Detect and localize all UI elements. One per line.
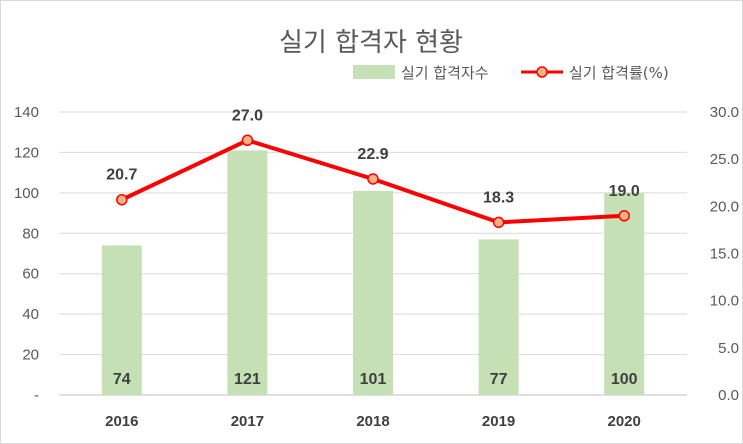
- line-data-label: 18.3: [483, 189, 514, 206]
- x-axis-tick: 2016: [105, 413, 138, 430]
- legend-swatch-bar: [353, 65, 395, 79]
- line-data-label: 27.0: [232, 107, 263, 124]
- legend: 실기 합격자수 실기 합격률(%): [353, 64, 669, 82]
- left-axis-tick: -: [34, 387, 39, 404]
- left-axis-tick: 40: [22, 306, 39, 323]
- left-axis-tick: 100: [14, 185, 39, 202]
- right-axis-tick: 5.0: [718, 340, 739, 357]
- left-axis-ticks: - 20 40 60 80 100 120 140: [14, 104, 39, 404]
- bar: [604, 192, 645, 395]
- line-point: [116, 193, 128, 206]
- x-axis-tick: 2019: [482, 413, 515, 430]
- right-axis-tick: 15.0: [710, 246, 739, 263]
- bar-data-label: 100: [611, 371, 638, 388]
- line-point: [241, 134, 254, 147]
- left-axis-tick: 80: [22, 225, 39, 242]
- line-point: [492, 216, 505, 229]
- right-axis-tick: 0.0: [718, 387, 739, 404]
- line-data-label: 19.0: [609, 183, 640, 200]
- line-data-label: 20.7: [106, 167, 137, 184]
- bar-data-label: 74: [113, 371, 131, 388]
- chart-title: 실기 합격자 현황: [279, 28, 463, 58]
- line-data-labels: 20.7 27.0 22.9 18.3 19.0: [106, 107, 640, 206]
- x-axis-tick: 2018: [356, 413, 389, 430]
- right-axis-tick: 25.0: [710, 151, 739, 168]
- left-axis-tick: 60: [22, 266, 39, 283]
- right-axis-tick: 30.0: [710, 104, 739, 121]
- right-axis-tick: 10.0: [710, 293, 739, 310]
- x-axis-tick: 2020: [608, 413, 641, 430]
- x-axis-ticks: 2016 2017 2018 2019 2020: [105, 413, 641, 430]
- right-axis-tick: 20.0: [710, 198, 739, 215]
- bar: [353, 190, 393, 395]
- bar-data-labels: 74 121 101 77 100: [113, 371, 638, 388]
- legend-label-bar: 실기 합격자수: [401, 64, 489, 82]
- left-axis-tick: 140: [14, 104, 39, 121]
- legend-swatch-marker: [536, 66, 548, 78]
- line-point: [618, 210, 630, 222]
- left-axis-tick: 120: [14, 144, 39, 161]
- x-axis-tick: 2017: [231, 413, 264, 430]
- line-data-label: 22.9: [357, 146, 388, 163]
- right-axis-ticks: 0.0 5.0 10.0 15.0 20.0 25.0 30.0: [710, 104, 739, 404]
- left-axis-tick: 20: [22, 347, 39, 364]
- legend-label-line: 실기 합격률(%): [569, 64, 669, 82]
- bar-data-label: 101: [360, 371, 387, 388]
- bar: [478, 239, 519, 395]
- bar-data-label: 77: [490, 371, 508, 388]
- bar: [227, 150, 268, 395]
- bar-data-label: 121: [234, 371, 261, 388]
- bar-series: [101, 150, 645, 395]
- line-point: [367, 173, 379, 185]
- line-series: [116, 134, 630, 229]
- bar: [101, 245, 142, 395]
